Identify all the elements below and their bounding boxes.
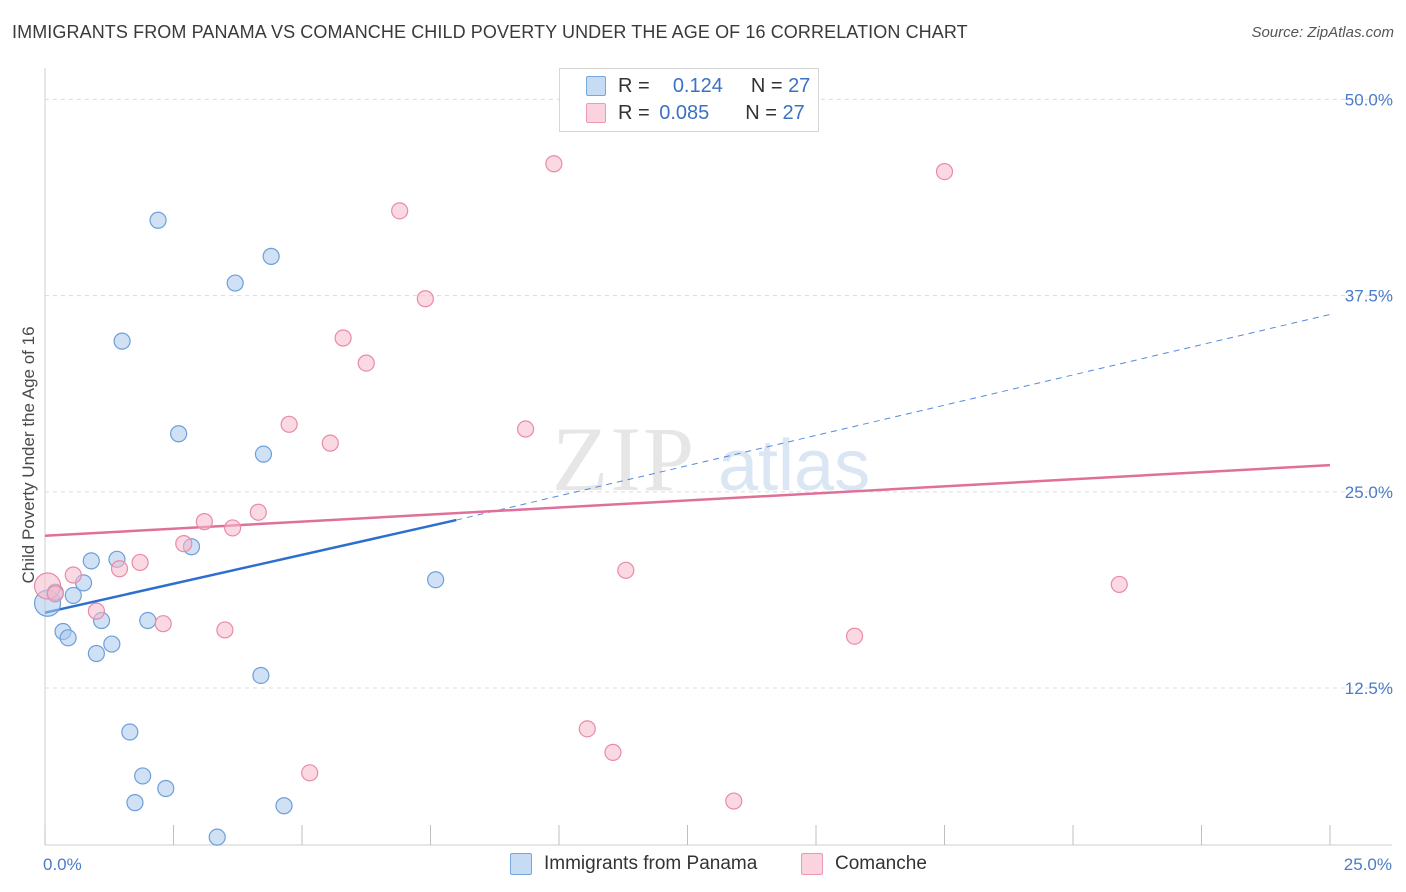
y-axis-label: Child Poverty Under the Age of 16 — [19, 326, 38, 583]
point-1-21 — [578, 720, 596, 738]
x-tick-label-0: 0.0% — [43, 855, 82, 874]
legend-n-label: N = — [750, 74, 783, 97]
legend-n-value: 27 — [782, 101, 805, 124]
point-0-26 — [427, 571, 445, 589]
point-1-4 — [110, 560, 129, 578]
legend-item-comanche: Comanche — [801, 850, 927, 878]
y-tick-label-1: 25.0% — [1345, 483, 1393, 502]
point-1-23 — [617, 561, 635, 579]
point-0-22 — [254, 445, 273, 463]
trend-line-0 — [44, 518, 457, 614]
legend-item-panama: Immigrants from Panama — [510, 850, 757, 878]
point-0-3 — [59, 629, 77, 647]
point-1-13 — [301, 764, 319, 782]
y-tick-label-2: 37.5% — [1345, 287, 1393, 306]
point-0-18 — [170, 425, 188, 443]
point-1-1 — [46, 585, 64, 603]
x-tick-label-1: 25.0% — [1344, 855, 1392, 874]
point-0-15 — [139, 611, 157, 630]
point-0-23 — [262, 247, 280, 265]
point-1-14 — [321, 434, 339, 452]
point-1-26 — [935, 163, 954, 181]
point-1-11 — [249, 503, 267, 521]
point-1-7 — [175, 535, 193, 553]
point-1-15 — [334, 329, 352, 347]
legend-r-label: R = — [618, 101, 650, 124]
point-0-24 — [252, 666, 270, 685]
correlation-legend: R = 0.124 N = 27 R = 0.085 N = 27 — [559, 68, 819, 132]
trend-line-1 — [44, 463, 1331, 538]
legend-r-value: 0.085 — [659, 101, 710, 124]
point-1-20 — [545, 155, 563, 173]
point-1-12 — [280, 415, 298, 433]
legend-label-panama: Immigrants from Panama — [544, 853, 758, 874]
grid-lines — [45, 98, 1392, 689]
y-tick-label-0: 12.5% — [1345, 679, 1393, 698]
point-1-25 — [845, 627, 864, 645]
legend-n-label: N = — [745, 101, 777, 124]
point-0-21 — [226, 274, 244, 292]
point-1-5 — [131, 553, 149, 572]
point-1-18 — [416, 290, 434, 308]
y-tick-label-3: 50.0% — [1345, 90, 1393, 109]
point-0-17 — [157, 779, 175, 798]
tick-labels: 12.5% 25.0% 37.5% 50.0% 0.0% 25.0% — [43, 90, 1393, 874]
point-1-6 — [154, 615, 172, 633]
watermark-zip: ZIP — [552, 408, 696, 510]
point-1-17 — [391, 202, 409, 220]
point-1-27 — [1110, 575, 1128, 594]
point-0-12 — [121, 723, 139, 741]
point-1-3 — [87, 602, 106, 620]
point-1-16 — [357, 354, 375, 372]
trend-lines — [44, 313, 1331, 614]
legend-swatch-comanche-bottom — [801, 853, 823, 875]
legend-swatch-panama — [586, 76, 606, 96]
legend-row-panama: R = 0.124 N = 27 — [586, 73, 810, 99]
point-0-20 — [208, 828, 226, 846]
legend-r-value: 0.124 — [672, 74, 723, 97]
legend-label-comanche: Comanche — [835, 853, 927, 874]
source-label: Source: ZipAtlas.com — [1251, 24, 1394, 41]
watermark: ZIP atlas — [552, 408, 870, 510]
point-0-25 — [275, 797, 293, 815]
point-1-10 — [224, 519, 242, 537]
legend-row-comanche: R = 0.085 N = 27 — [586, 100, 805, 126]
legend-r-label: R = — [618, 74, 650, 97]
trend-line-extension-0 — [456, 313, 1331, 521]
point-0-7 — [87, 644, 106, 663]
legend-swatch-comanche — [586, 103, 606, 123]
point-0-13 — [126, 794, 144, 812]
legend-n-value: 27 — [788, 74, 811, 97]
chart-title: IMMIGRANTS FROM PANAMA VS COMANCHE CHILD… — [12, 22, 968, 42]
legend-swatch-panama-bottom — [510, 853, 532, 875]
point-1-2 — [64, 566, 82, 584]
point-1-9 — [216, 621, 234, 639]
point-0-4 — [64, 586, 82, 605]
point-1-19 — [516, 420, 535, 438]
point-1-8 — [195, 513, 213, 531]
point-0-6 — [82, 552, 100, 570]
point-0-9 — [103, 635, 121, 653]
point-0-16 — [149, 211, 167, 229]
point-1-22 — [604, 743, 622, 761]
axes — [44, 68, 1392, 846]
point-0-11 — [113, 332, 131, 350]
point-0-14 — [134, 767, 152, 785]
data-points — [33, 155, 1128, 846]
point-1-24 — [725, 792, 743, 810]
